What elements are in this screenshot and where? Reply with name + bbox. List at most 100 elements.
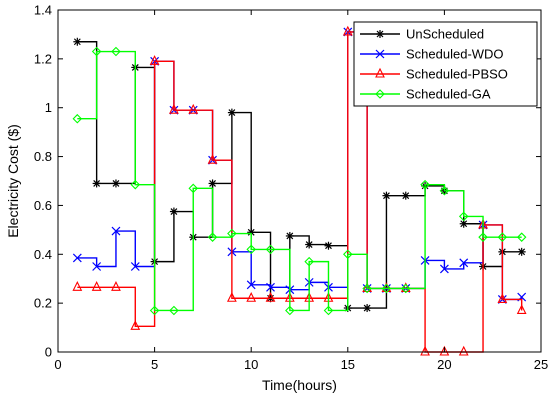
data-point (382, 191, 391, 200)
y-tick-label: 1 (45, 100, 52, 115)
data-point (497, 232, 508, 242)
data-point-part (209, 180, 216, 187)
data-point-part (363, 304, 371, 312)
data-point (72, 281, 83, 291)
legend-marker-part (376, 30, 384, 38)
legend-marker (376, 30, 384, 38)
data-point (342, 25, 353, 36)
data-point (420, 345, 430, 356)
data-point (91, 281, 102, 291)
axes: 0 5 10 15 20 25 0 0.2 0.4 0.6 0.8 1 1.2 1.4 Time(hours… (5, 3, 548, 394)
data-point (362, 282, 373, 293)
legend-label: UnScheduled (406, 27, 484, 42)
data-point (130, 320, 141, 330)
data-point-part (460, 220, 468, 228)
data-point (459, 219, 468, 228)
data-point (188, 103, 199, 114)
data-point (400, 282, 411, 293)
x-tick-label: 5 (151, 357, 158, 372)
data-point (517, 247, 526, 256)
legend-entry: Scheduled-PBSO (360, 67, 508, 82)
x-tick-label: 20 (437, 357, 451, 372)
series-scheduled-ga (72, 46, 527, 316)
data-point (226, 292, 237, 302)
data-point (266, 282, 275, 292)
y-tick-label: 0.4 (34, 247, 52, 262)
data-point (92, 262, 102, 271)
legend-marker (375, 49, 385, 59)
data-point (208, 179, 217, 188)
data-point-part (325, 242, 332, 250)
axes-frame (57, 9, 542, 353)
data-point (169, 207, 178, 216)
data-point (458, 211, 469, 222)
data-point (265, 292, 276, 302)
data-point (130, 179, 141, 190)
data-point (91, 46, 102, 57)
legend-entry: UnScheduled (360, 27, 484, 42)
y-axis-label: Electricity Cost ($) (5, 124, 21, 238)
data-point (92, 179, 101, 188)
data-point (72, 253, 82, 263)
data-point (188, 183, 199, 194)
legend-marker (375, 67, 385, 78)
data-point-part (112, 180, 120, 187)
series-line (77, 50, 522, 312)
data-point (246, 292, 257, 302)
x-axis-label: Time(hours) (262, 377, 337, 393)
legend-marker-part (375, 49, 385, 59)
data-point (111, 226, 121, 236)
data-point (343, 249, 353, 260)
data-point (381, 283, 392, 294)
data-point (72, 113, 83, 124)
data-point-part (93, 180, 101, 187)
legend-entry: Scheduled-WDO (360, 47, 504, 62)
legend-label: Scheduled-PBSO (406, 67, 508, 82)
data-point (246, 280, 256, 290)
data-point-part (130, 262, 140, 271)
y-tick-label: 1.2 (34, 51, 52, 66)
data-point-part (73, 38, 81, 46)
data-point (227, 108, 236, 117)
data-point (304, 256, 314, 267)
data-point-part (459, 258, 469, 268)
data-point-part (305, 241, 313, 248)
data-point (149, 55, 160, 65)
data-point (362, 283, 372, 294)
x-tick-label: 25 (534, 357, 548, 372)
data-point (73, 37, 82, 46)
data-point (169, 305, 179, 316)
data-point (227, 228, 237, 239)
data-point (111, 179, 120, 188)
y-tick-label: 0.2 (34, 296, 52, 311)
x-tick-label: 10 (244, 357, 258, 372)
data-point (130, 262, 140, 271)
data-point (478, 232, 488, 242)
data-point (459, 258, 469, 268)
data-point-part (439, 264, 449, 274)
data-point (497, 293, 508, 304)
data-point-part (518, 248, 526, 256)
data-point (439, 264, 449, 274)
data-point-part (170, 208, 178, 215)
data-point-part (286, 232, 294, 240)
legend-label: Scheduled-GA (406, 87, 491, 102)
data-point (285, 231, 294, 240)
data-point (207, 232, 218, 242)
data-point-part (92, 262, 102, 271)
data-point (111, 281, 121, 291)
data-point (207, 154, 218, 164)
data-point (323, 305, 334, 316)
data-point (400, 283, 411, 294)
x-tick-label: 15 (341, 357, 355, 372)
data-point (516, 304, 527, 315)
x-tick-label: 0 (54, 357, 61, 372)
data-point-part (266, 282, 275, 292)
legend: UnScheduled Scheduled-WDO Scheduled-PBSO Sc… (353, 21, 538, 107)
data-point (458, 345, 469, 356)
data-point-part (383, 192, 390, 200)
data-point (169, 103, 179, 114)
data-point (363, 304, 372, 313)
y-tick-label: 0 (45, 345, 52, 360)
data-point (516, 232, 527, 242)
